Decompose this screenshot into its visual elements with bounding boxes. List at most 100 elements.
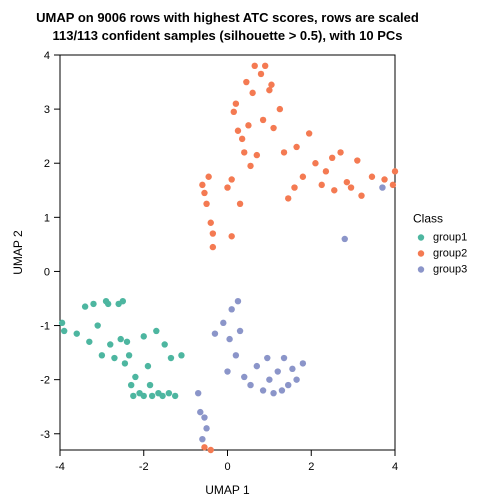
data-point: [122, 360, 128, 366]
data-point: [111, 355, 117, 361]
legend-label: group2: [433, 248, 467, 260]
data-point: [323, 168, 329, 174]
data-point: [141, 333, 147, 339]
data-point: [105, 301, 111, 307]
chart-container: -4-2024-3-2-101234UMAP on 9006 rows with…: [0, 0, 504, 504]
data-point: [145, 363, 151, 369]
data-point: [210, 244, 216, 250]
data-point: [281, 355, 287, 361]
x-axis-label: UMAP 1: [205, 483, 250, 497]
x-tick-label: 4: [392, 461, 398, 473]
data-point: [90, 301, 96, 307]
data-point: [268, 82, 274, 88]
legend-label: group1: [433, 232, 467, 244]
data-point: [319, 182, 325, 188]
y-tick-label: -3: [40, 429, 50, 441]
data-point: [285, 382, 291, 388]
data-point: [270, 125, 276, 131]
data-point: [281, 149, 287, 155]
data-point: [247, 163, 253, 169]
y-tick-label: -2: [40, 375, 50, 387]
data-point: [224, 368, 230, 374]
data-point: [233, 352, 239, 358]
data-point: [132, 374, 138, 380]
data-point: [249, 90, 255, 96]
data-point: [130, 393, 136, 399]
data-point: [86, 339, 92, 345]
data-point: [247, 382, 253, 388]
data-point: [99, 352, 105, 358]
y-tick-label: 1: [44, 212, 50, 224]
chart-title-line1: UMAP on 9006 rows with highest ATC score…: [36, 10, 419, 25]
data-point: [153, 328, 159, 334]
data-point: [199, 182, 205, 188]
data-point: [220, 320, 226, 326]
data-point: [260, 387, 266, 393]
data-point: [306, 130, 312, 136]
data-point: [61, 328, 67, 334]
scatter-plot: -4-2024-3-2-101234UMAP on 9006 rows with…: [0, 0, 504, 504]
data-point: [228, 176, 234, 182]
data-point: [168, 355, 174, 361]
data-point: [348, 184, 354, 190]
data-point: [228, 306, 234, 312]
data-point: [124, 339, 130, 345]
data-point: [279, 387, 285, 393]
data-point: [239, 136, 245, 142]
data-point: [293, 376, 299, 382]
data-point: [312, 160, 318, 166]
data-point: [233, 100, 239, 106]
x-tick-label: 0: [224, 461, 230, 473]
data-point: [300, 174, 306, 180]
data-point: [199, 436, 205, 442]
data-point: [161, 341, 167, 347]
data-point: [74, 330, 80, 336]
data-point: [201, 414, 207, 420]
data-point: [208, 447, 214, 453]
data-point: [128, 382, 134, 388]
data-point: [235, 298, 241, 304]
data-point: [205, 174, 211, 180]
data-point: [228, 233, 234, 239]
data-point: [120, 298, 126, 304]
data-point: [237, 328, 243, 334]
data-point: [300, 360, 306, 366]
data-point: [252, 63, 258, 69]
x-tick-label: -4: [55, 461, 65, 473]
data-point: [262, 63, 268, 69]
data-point: [344, 179, 350, 185]
data-point: [258, 71, 264, 77]
legend-swatch: [418, 250, 424, 256]
data-point: [226, 336, 232, 342]
data-point: [224, 184, 230, 190]
legend-swatch: [418, 266, 424, 272]
data-point: [254, 152, 260, 158]
data-point: [107, 341, 113, 347]
data-point: [285, 195, 291, 201]
y-axis-label: UMAP 2: [11, 230, 25, 275]
data-point: [237, 201, 243, 207]
data-point: [329, 155, 335, 161]
data-point: [254, 363, 260, 369]
data-point: [264, 355, 270, 361]
data-point: [166, 390, 172, 396]
data-point: [369, 174, 375, 180]
data-point: [94, 322, 100, 328]
data-point: [266, 376, 272, 382]
data-point: [178, 352, 184, 358]
data-point: [354, 157, 360, 163]
data-point: [381, 176, 387, 182]
data-point: [231, 109, 237, 115]
data-point: [291, 184, 297, 190]
y-tick-label: 2: [44, 158, 50, 170]
x-tick-label: 2: [308, 461, 314, 473]
data-point: [243, 79, 249, 85]
data-point: [235, 128, 241, 134]
plot-border: [60, 55, 395, 450]
data-point: [275, 368, 281, 374]
y-tick-label: 4: [44, 50, 50, 62]
data-point: [212, 330, 218, 336]
data-point: [203, 425, 209, 431]
data-point: [126, 352, 132, 358]
chart-title-line2: 113/113 confident samples (silhouette > …: [52, 28, 402, 43]
